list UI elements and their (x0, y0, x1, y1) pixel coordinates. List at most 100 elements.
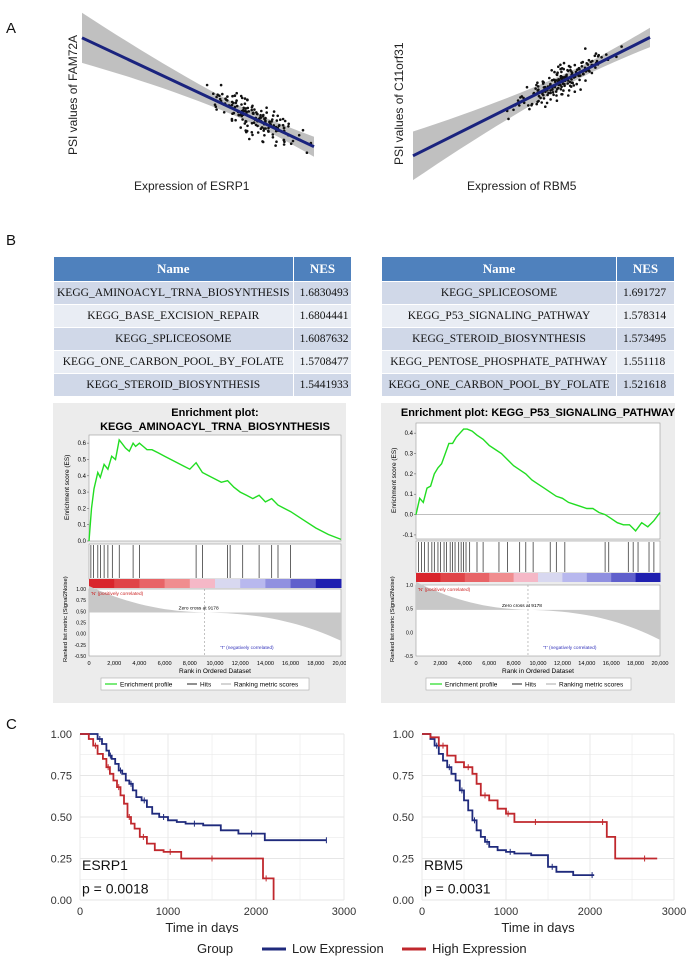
scatter-point (555, 73, 559, 77)
rank-tick-label: 0.50 (76, 609, 86, 615)
rank-tick-label: 0.75 (76, 598, 86, 604)
scatter-point (301, 128, 305, 132)
x-tick-label: 1000 (156, 906, 180, 918)
scatter-point (267, 126, 270, 130)
es-tick-label: 0.0 (405, 513, 414, 519)
scatter-point (252, 112, 255, 115)
table-cell-nes: 1.5708477 (292, 350, 353, 374)
scatter-point (254, 123, 258, 127)
scatter-point (573, 90, 577, 93)
table-row: KEGG_ONE_CARBON_POOL_BY_FOLATE 1.5708477 (53, 350, 353, 374)
table-row: KEGG_ONE_CARBON_POOL_BY_FOLATE 1.521618 (381, 373, 675, 397)
table-cell-name: KEGG_STEROID_BIOSYNTHESIS (53, 373, 294, 397)
rank-tick-label: -0.5 (404, 654, 413, 660)
ranking-color-bar-segment (189, 579, 216, 588)
scatter-point (547, 91, 550, 95)
x-tick-label: 8,000 (507, 661, 521, 667)
scatter-point (518, 104, 521, 107)
scatter-point (562, 89, 565, 92)
table-cell-name: KEGG_SPLICEOSOME (381, 281, 617, 305)
scatter-point (265, 106, 268, 109)
scatter-point (559, 63, 562, 67)
scatter-point (553, 70, 556, 74)
table-header-name: Name (53, 256, 294, 282)
scatter-point (231, 94, 234, 98)
scatter-point (605, 53, 608, 56)
scatter-plot-esrp1: PSI values of FAM72A Expression of ESRP1 (66, 12, 315, 193)
scatter-point (620, 45, 623, 48)
scatter-point (581, 60, 585, 64)
table-cell-name: KEGG_ONE_CARBON_POOL_BY_FOLATE (381, 373, 617, 397)
scatter-point (243, 122, 247, 125)
gsea-title: Enrichment plot: KEGG_P53_SIGNALING_PATH… (401, 407, 675, 419)
x-tick-label: 0 (419, 906, 425, 918)
scatter-point (233, 94, 237, 98)
gsea-title: KEGG_AMINOACYL_TRNA_BIOSYNTHESIS (100, 421, 330, 433)
y-tick-label: 1.00 (393, 729, 414, 741)
gsea-plot-right: Enrichment plot: KEGG_P53_SIGNALING_PATH… (390, 407, 675, 691)
table-header-nes: NES (292, 256, 353, 282)
es-tick-label: 0.2 (405, 472, 414, 478)
scatter-point (287, 122, 291, 126)
scatter-point (552, 93, 555, 97)
scatter-point (579, 74, 582, 77)
table-header-name: Name (381, 256, 617, 282)
table-cell-name: KEGG_PENTOSE_PHOSPHATE_PATHWAY (381, 350, 617, 374)
x-tick-label: 20,000 (332, 661, 346, 667)
x-axis-label: Rank in Ordered Dataset (502, 668, 574, 675)
table-cell-nes: 1.551118 (616, 350, 675, 374)
es-tick-label: 0.5 (78, 457, 87, 463)
scatter-point (544, 105, 547, 108)
km-plot-esrp1: 0.00 0.25 0.50 0.75 1.00 0 1000 2000 3000 Time in… (51, 729, 357, 933)
table-row: KEGG_AMINOACYL_TRNA_BIOSYNTHESIS 1.683049… (53, 281, 353, 305)
scatter-point (271, 114, 275, 117)
scatter-point (289, 142, 293, 145)
panel-label-c: C (6, 716, 17, 733)
scatter-point (282, 126, 286, 130)
ranking-metric-area (89, 586, 341, 641)
scatter-point (591, 59, 594, 63)
es-tick-label: 0.1 (78, 523, 87, 529)
scatter-point (226, 99, 229, 102)
scatter-point (234, 101, 238, 104)
scatter-point (551, 88, 554, 91)
rank-tick-label: 0.0 (406, 630, 413, 636)
scatter-point (569, 85, 573, 88)
rank-axis-label: Ranked list metric (Signal2Noise) (390, 576, 396, 662)
table-cell-nes: 1.6087632 (292, 327, 353, 351)
x-tick-label: 2000 (244, 906, 268, 918)
scatter-point (554, 79, 558, 82)
ranking-color-bar-segment (635, 573, 661, 582)
scatter-point (240, 96, 244, 100)
scatter-point (262, 113, 265, 117)
es-tick-label: 0.6 (78, 441, 87, 447)
scatter-point (536, 89, 539, 92)
scatter-point (230, 119, 234, 122)
scatter-point (536, 85, 540, 88)
scatter-point (557, 86, 560, 90)
km-curve-low (80, 733, 327, 842)
positive-label: 'N' (positively correlated) (418, 587, 471, 593)
scatter-point (265, 111, 269, 114)
scatter-point (213, 103, 217, 106)
scatter-point (259, 127, 263, 130)
scatter-point (297, 133, 301, 137)
scatter-point (566, 68, 569, 72)
y-tick-label: 0.00 (393, 895, 414, 907)
scatter-point (540, 101, 543, 104)
scatter-point (281, 123, 285, 127)
scatter-point (596, 55, 600, 58)
scatter-point (525, 85, 529, 89)
scatter-point (244, 119, 247, 123)
table-header-nes: NES (616, 256, 675, 282)
scatter-point (268, 120, 271, 123)
scatter-point (580, 65, 584, 68)
nes-table-left: Name NES KEGG_AMINOACYL_TRNA_BIOSYNTHESI… (53, 256, 353, 397)
legend-ranking-label: Ranking metric scores (559, 682, 624, 689)
regression-line (412, 36, 651, 158)
scatter-point (585, 62, 588, 65)
es-tick-label: 0.3 (78, 490, 87, 496)
table-cell-nes: 1.521618 (616, 373, 675, 397)
scatter-point (274, 144, 277, 147)
rank-axis-label: Ranked list metric (Signal2Noise) (63, 576, 69, 662)
